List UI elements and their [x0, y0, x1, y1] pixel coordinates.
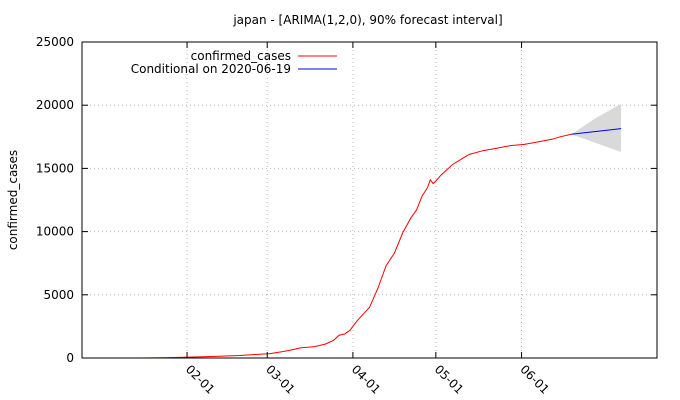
y-tick-label: 5000: [43, 288, 74, 302]
forecast-line: [571, 128, 622, 135]
x-tick-label: 06-01: [517, 362, 552, 397]
legend: confirmed_cases Conditional on 2020-06-1…: [131, 49, 337, 76]
plot-frame: [81, 41, 658, 359]
y-axis-label: confirmed_cases: [6, 150, 20, 250]
y-tick-label: 25000: [36, 35, 74, 49]
x-tick-label: 03-01: [263, 362, 298, 397]
y-tick-label: 10000: [36, 225, 74, 239]
chart-title: japan - [ARIMA(1,2,0), 90% forecast inte…: [232, 13, 502, 27]
legend-label-forecast: Conditional on 2020-06-19: [131, 62, 291, 76]
y-tick-label: 15000: [36, 161, 74, 175]
confirmed-cases-line: [140, 133, 572, 359]
legend-label-confirmed: confirmed_cases: [191, 49, 291, 63]
grid: [82, 42, 657, 358]
forecast-interval-area: [571, 103, 622, 152]
y-tick-label: 0: [66, 351, 74, 365]
x-tick-label: 05-01: [432, 362, 467, 397]
x-tick-label: 02-01: [183, 362, 218, 397]
x-axis: 02-01 03-01 04-01 05-01 06-01: [183, 42, 552, 397]
y-axis: 0 5000 10000 15000 20000 25000: [36, 35, 657, 365]
y-tick-label: 20000: [36, 98, 74, 112]
x-tick-label: 04-01: [349, 362, 384, 397]
